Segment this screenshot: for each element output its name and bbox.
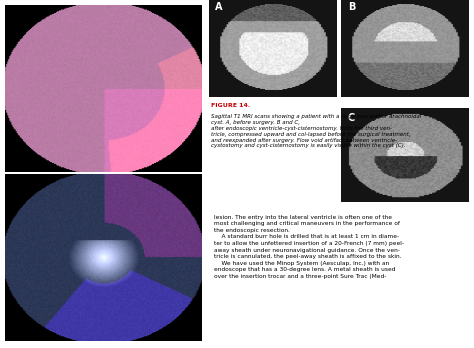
- Text: lesion. The entry into the lateral ventricle is often one of the
most challengin: lesion. The entry into the lateral ventr…: [214, 215, 404, 279]
- Text: B: B: [347, 2, 355, 12]
- Text: FIGURE 14.: FIGURE 14.: [211, 103, 250, 108]
- Text: C: C: [347, 112, 355, 122]
- Text: Sagittal T1 MRI scans showing a patient with a large suprasellar arachnoidal
cys: Sagittal T1 MRI scans showing a patient …: [211, 114, 421, 149]
- Text: A: A: [215, 2, 222, 12]
